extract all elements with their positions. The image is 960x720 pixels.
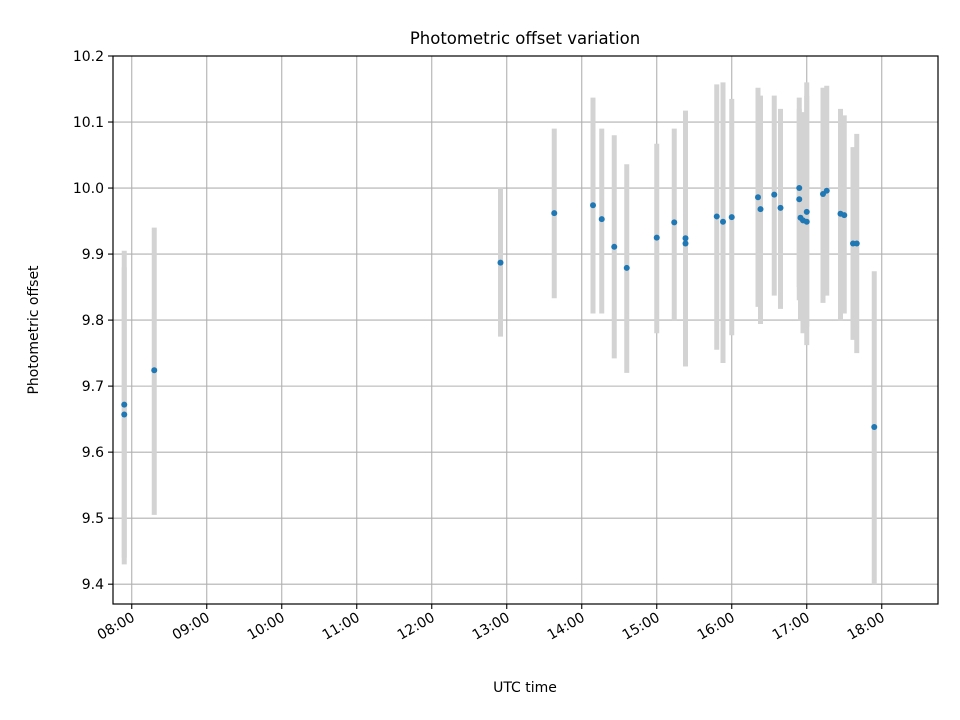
y-axis-label: Photometric offset	[26, 265, 42, 395]
data-point	[755, 194, 761, 201]
x-tick-label: 11:00	[320, 610, 363, 644]
data-point	[771, 191, 778, 198]
data-point	[728, 214, 735, 221]
error-bars	[121, 82, 877, 585]
data-point	[841, 212, 848, 219]
data-point	[871, 424, 878, 431]
grid-lines	[113, 55, 938, 604]
data-point	[653, 234, 660, 241]
y-tick-label: 9.5	[82, 511, 104, 527]
data-point	[497, 259, 504, 266]
data-point	[757, 206, 764, 213]
data-point	[671, 219, 678, 226]
data-point	[121, 401, 128, 408]
data-point	[796, 196, 803, 203]
data-point	[823, 187, 830, 194]
x-tick-label: 13:00	[470, 610, 513, 644]
data-point	[777, 204, 784, 211]
data-points	[121, 185, 878, 431]
data-point	[551, 210, 558, 217]
x-tick-label: 18:00	[845, 610, 888, 644]
x-tick-label: 10:00	[245, 610, 288, 644]
data-point	[853, 240, 860, 247]
x-tick-label: 09:00	[170, 610, 213, 644]
chart-title: Photometric offset variation	[410, 29, 640, 48]
data-point	[803, 208, 810, 215]
x-tick-label: 08:00	[95, 610, 138, 644]
data-point	[682, 240, 689, 247]
plot-frame	[112, 55, 939, 605]
axis-ticks: 08:00 09:00 10:00 11:00 12:00 13:00 14:00 15:00…	[73, 49, 888, 644]
data-point	[682, 235, 689, 242]
y-tick-label: 9.9	[82, 247, 104, 263]
y-tick-label: 9.8	[82, 313, 104, 329]
y-tick-label: 9.7	[82, 379, 104, 395]
x-tick-label: 17:00	[770, 610, 813, 644]
data-point	[796, 185, 803, 192]
data-point	[590, 202, 596, 209]
x-tick-label: 15:00	[620, 610, 663, 644]
data-point	[151, 367, 158, 374]
y-tick-label: 10.0	[73, 181, 104, 197]
y-tick-label: 10.2	[73, 49, 104, 65]
data-point	[121, 411, 128, 418]
data-point	[611, 243, 618, 250]
data-point	[713, 213, 720, 220]
data-point	[598, 216, 605, 223]
x-tick-label: 14:00	[545, 610, 588, 644]
x-tick-label: 12:00	[395, 610, 438, 644]
y-tick-label: 9.4	[82, 577, 104, 593]
data-point	[720, 218, 726, 225]
y-tick-label: 10.1	[73, 115, 104, 131]
data-point	[803, 218, 810, 225]
x-axis-label: UTC time	[493, 680, 557, 696]
y-tick-label: 9.6	[82, 445, 104, 461]
data-point	[623, 264, 630, 271]
x-tick-label: 16:00	[695, 610, 738, 644]
